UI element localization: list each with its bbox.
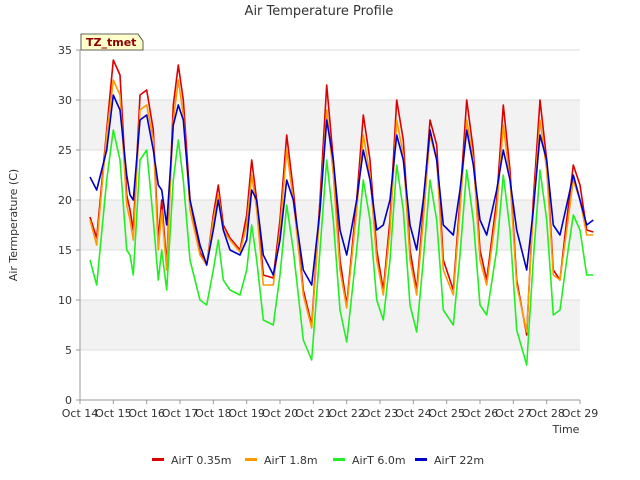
x-tick-label: Oct 23 xyxy=(362,407,399,420)
x-tick-label: Oct 28 xyxy=(528,407,565,420)
series-lines xyxy=(89,59,594,366)
x-tick-label: Oct 22 xyxy=(328,407,365,420)
y-tick-label: 30 xyxy=(58,94,72,107)
y-axis-ticks: 0 5 10 15 20 25 30 35 xyxy=(58,44,80,407)
x-tick-label: Oct 25 xyxy=(428,407,465,420)
legend-label-4: AirT 22m xyxy=(434,454,484,467)
series-line-3 xyxy=(89,129,594,366)
series-line-2 xyxy=(89,79,594,333)
y-tick-label: 0 xyxy=(65,394,72,407)
legend-swatch-3 xyxy=(333,458,345,461)
x-tick-label: Oct 15 xyxy=(95,407,132,420)
y-tick-label: 10 xyxy=(58,294,72,307)
y-axis-label: Air Termperature (C) xyxy=(7,169,20,281)
x-tick-label: Oct 21 xyxy=(295,407,332,420)
axes xyxy=(79,50,580,401)
x-tick-label: Oct 29 xyxy=(562,407,599,420)
legend-swatch-1 xyxy=(152,458,164,461)
x-tick-label: Oct 26 xyxy=(462,407,499,420)
chart-title: Air Temperature Profile xyxy=(245,4,394,19)
legend-swatch-2 xyxy=(245,458,257,461)
y-tick-label: 35 xyxy=(58,44,72,57)
y-tick-label: 5 xyxy=(65,344,72,357)
x-tick-label: Oct 19 xyxy=(228,407,265,420)
plot-background-bands xyxy=(80,50,580,400)
x-tick-label: Oct 16 xyxy=(128,407,165,420)
plot-band xyxy=(80,250,580,300)
plot-band xyxy=(80,300,580,350)
x-tick-label: Oct 14 xyxy=(62,407,99,420)
legend-label-3: AirT 6.0m xyxy=(352,454,406,467)
legend-label-1: AirT 0.35m xyxy=(171,454,232,467)
x-tick-label: Oct 17 xyxy=(162,407,199,420)
legend-swatch-4 xyxy=(415,458,427,461)
tz-annotation-label: TZ_tmet xyxy=(86,36,136,49)
plot-band xyxy=(80,50,580,100)
tz-annotation-box xyxy=(80,33,144,51)
plot-band xyxy=(80,350,580,400)
x-tick-label: Oct 20 xyxy=(262,407,299,420)
x-tick-label: Oct 18 xyxy=(195,407,232,420)
tz-annotation: TZ_tmet xyxy=(80,33,144,51)
x-tick-label: Oct 24 xyxy=(395,407,432,420)
legend: AirT 0.35m AirT 1.8m AirT 6.0m AirT 22m xyxy=(152,454,484,467)
x-axis-label: Time xyxy=(552,423,580,436)
legend-label-2: AirT 1.8m xyxy=(264,454,318,467)
y-tick-label: 20 xyxy=(58,194,72,207)
y-tick-label: 15 xyxy=(58,244,72,257)
series-line-4 xyxy=(89,94,594,286)
x-tick-label: Oct 27 xyxy=(495,407,532,420)
y-tick-label: 25 xyxy=(58,144,72,157)
